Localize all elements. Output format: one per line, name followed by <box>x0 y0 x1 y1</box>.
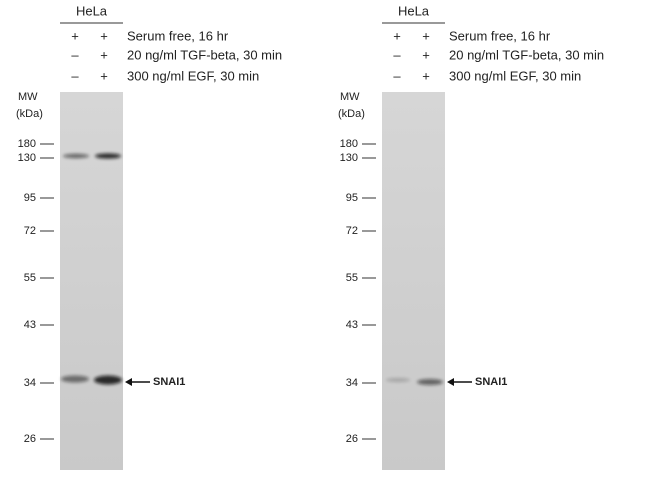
mw-marker-label: 34 <box>24 377 36 389</box>
mw-unit: (kDa) <box>16 108 43 120</box>
band-label: SNAI1 <box>475 376 507 388</box>
treatment-sign: – <box>393 47 401 62</box>
mw-marker-label: 43 <box>24 319 36 331</box>
band-arrow-head <box>447 378 454 386</box>
band-label: SNAI1 <box>153 376 185 388</box>
mw-marker-label: 72 <box>24 225 36 237</box>
blot-membrane <box>60 92 123 470</box>
treatment-label: Serum free, 16 hr <box>127 28 229 43</box>
mw-marker-label: 95 <box>346 192 358 204</box>
mw-marker-label: 26 <box>346 433 358 445</box>
mw-marker-label: 55 <box>346 272 358 284</box>
treatment-sign: – <box>71 68 79 83</box>
protein-band <box>61 375 89 383</box>
treatment-sign: – <box>71 47 79 62</box>
treatment-label: Serum free, 16 hr <box>449 28 551 43</box>
protein-band <box>95 153 121 159</box>
treatment-sign: + <box>100 68 108 83</box>
treatment-sign: – <box>393 68 401 83</box>
protein-band <box>386 378 410 382</box>
band-arrow-head <box>125 378 132 386</box>
treatment-label: 300 ng/ml EGF, 30 min <box>127 68 259 83</box>
mw-title: MW <box>18 91 38 103</box>
mw-marker-label: 55 <box>24 272 36 284</box>
mw-marker-label: 72 <box>346 225 358 237</box>
mw-marker-label: 95 <box>24 192 36 204</box>
treatment-sign: + <box>100 47 108 62</box>
treatment-sign: + <box>422 68 430 83</box>
cell-line: HeLa <box>76 3 108 18</box>
cell-line: HeLa <box>398 3 430 18</box>
treatment-sign: + <box>422 47 430 62</box>
treatment-sign: + <box>71 28 79 43</box>
treatment-sign: + <box>393 28 401 43</box>
mw-title: MW <box>340 91 360 103</box>
treatment-sign: + <box>422 28 430 43</box>
mw-marker-label: 34 <box>346 377 358 389</box>
mw-marker-label: 26 <box>24 433 36 445</box>
blot-membrane <box>382 92 445 470</box>
protein-band <box>94 375 122 385</box>
treatment-label: 20 ng/ml TGF-beta, 30 min <box>449 47 604 62</box>
mw-marker-label: 180 <box>340 138 358 150</box>
mw-marker-label: 130 <box>18 152 36 164</box>
treatment-label: 300 ng/ml EGF, 30 min <box>449 68 581 83</box>
mw-marker-label: 43 <box>346 319 358 331</box>
mw-marker-label: 130 <box>340 152 358 164</box>
mw-marker-label: 180 <box>18 138 36 150</box>
mw-unit: (kDa) <box>338 108 365 120</box>
protein-band <box>417 379 443 385</box>
treatment-sign: + <box>100 28 108 43</box>
treatment-label: 20 ng/ml TGF-beta, 30 min <box>127 47 282 62</box>
protein-band <box>63 153 89 159</box>
